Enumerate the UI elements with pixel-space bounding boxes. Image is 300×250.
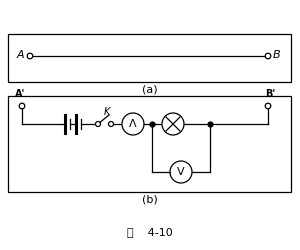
Text: A': A' [15,89,25,99]
Bar [8,34,291,82]
Bar [8,96,291,192]
Text: K: K [104,107,110,117]
Text: (a): (a) [142,85,158,95]
Circle shape [19,103,25,109]
Circle shape [162,113,184,135]
Text: B': B' [265,89,275,99]
Text: B: B [273,50,281,60]
Text: (b): (b) [142,195,158,205]
Circle shape [95,122,101,126]
Circle shape [122,113,144,135]
Text: Λ: Λ [129,119,137,129]
Circle shape [265,53,271,59]
Circle shape [109,122,113,126]
Text: V: V [177,167,185,177]
Circle shape [27,53,33,59]
Circle shape [170,161,192,183]
Text: A: A [16,50,24,60]
Text: 图    4-10: 图 4-10 [127,227,173,237]
Circle shape [265,103,271,109]
